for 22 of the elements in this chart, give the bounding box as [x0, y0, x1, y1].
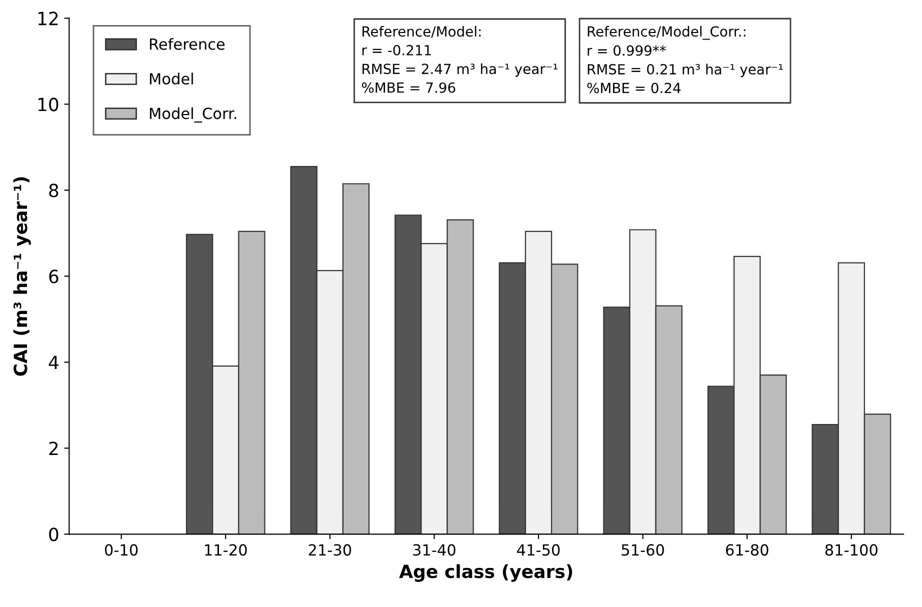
x-tick-label: 31-40	[413, 544, 456, 556]
y-axis-title: CAI (m³ ha⁻¹ year⁻¹)	[13, 177, 31, 376]
y-tick-label: 2	[49, 442, 58, 456]
legend-label: Model_Corr.	[150, 107, 236, 123]
annotation: Reference/Model_Corr.: r = 0.999** RMSE = 0.21 m³ ha⁻¹ year⁻¹ %MBE = 0.24	[587, 26, 783, 94]
legend-label: Reference	[150, 38, 225, 50]
x-axis-title: Age class (years)	[399, 564, 572, 582]
y-tick-label: 12	[38, 12, 58, 26]
x-tick-label: 41-50	[517, 544, 560, 556]
y-tick-label: 4	[48, 356, 58, 370]
x-tick-label: 0-10	[104, 544, 138, 556]
y-tick-label: 6	[49, 270, 58, 284]
x-tick-label: 11-20	[205, 544, 247, 556]
annotation: Reference/Model: r = -0.211 RMSE = 2.47 m³ ha⁻¹ year⁻¹ %MBE = 7.96	[362, 26, 558, 93]
y-tick-label: 8	[49, 184, 58, 198]
legend-label: Model	[150, 72, 193, 85]
x-tick-label: 51-60	[622, 544, 664, 556]
x-tick-label: 21-30	[308, 544, 352, 556]
y-tick-label: 10	[38, 98, 58, 112]
x-tick-label: 81-100	[825, 544, 878, 556]
x-tick-label: 61-80	[726, 544, 768, 556]
y-tick-label: 0	[49, 528, 58, 542]
